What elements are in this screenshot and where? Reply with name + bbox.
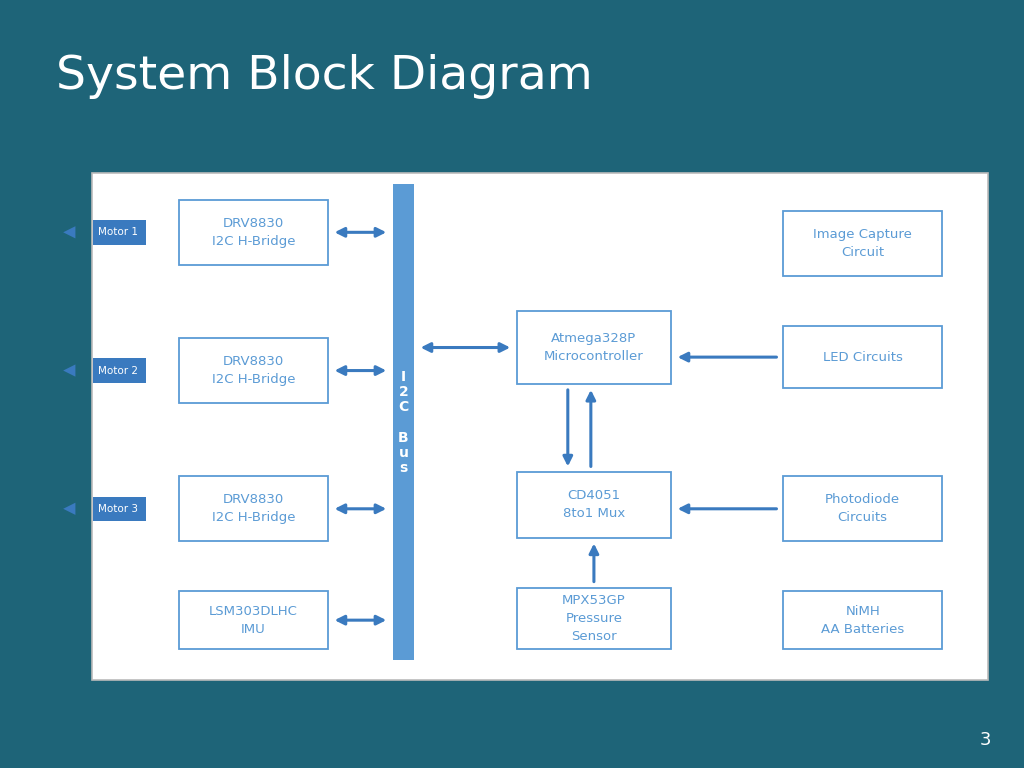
Text: NiMH
AA Batteries: NiMH AA Batteries [821,604,904,636]
Text: System Block Diagram: System Block Diagram [56,54,593,99]
FancyBboxPatch shape [783,591,942,649]
Text: 3: 3 [980,731,991,749]
Text: LSM303DLHC
IMU: LSM303DLHC IMU [209,604,298,636]
FancyBboxPatch shape [393,184,414,660]
FancyBboxPatch shape [92,173,988,680]
Text: DRV8830
I2C H-Bridge: DRV8830 I2C H-Bridge [212,493,295,525]
FancyBboxPatch shape [179,338,328,403]
Text: Atmega328P
Microcontroller: Atmega328P Microcontroller [544,332,644,363]
Text: Motor 2: Motor 2 [97,366,138,376]
FancyBboxPatch shape [517,472,671,538]
FancyBboxPatch shape [783,326,942,388]
Text: Motor 3: Motor 3 [97,504,138,514]
FancyBboxPatch shape [517,588,671,649]
FancyBboxPatch shape [93,220,145,244]
FancyBboxPatch shape [179,200,328,265]
Text: DRV8830
I2C H-Bridge: DRV8830 I2C H-Bridge [212,217,295,248]
Text: MPX53GP
Pressure
Sensor: MPX53GP Pressure Sensor [562,594,626,643]
FancyBboxPatch shape [783,211,942,276]
FancyBboxPatch shape [179,591,328,649]
FancyBboxPatch shape [93,359,145,383]
FancyBboxPatch shape [179,476,328,541]
Text: Photodiode
Circuits: Photodiode Circuits [825,493,900,525]
FancyBboxPatch shape [93,496,145,521]
Text: I
2
C
 
B
u
s: I 2 C B u s [398,370,409,475]
Text: CD4051
8to1 Mux: CD4051 8to1 Mux [563,489,625,521]
Text: Image Capture
Circuit: Image Capture Circuit [813,228,912,260]
FancyBboxPatch shape [783,476,942,541]
Text: LED Circuits: LED Circuits [822,351,903,363]
FancyBboxPatch shape [517,311,671,384]
Text: DRV8830
I2C H-Bridge: DRV8830 I2C H-Bridge [212,355,295,386]
Text: Motor 1: Motor 1 [97,227,138,237]
